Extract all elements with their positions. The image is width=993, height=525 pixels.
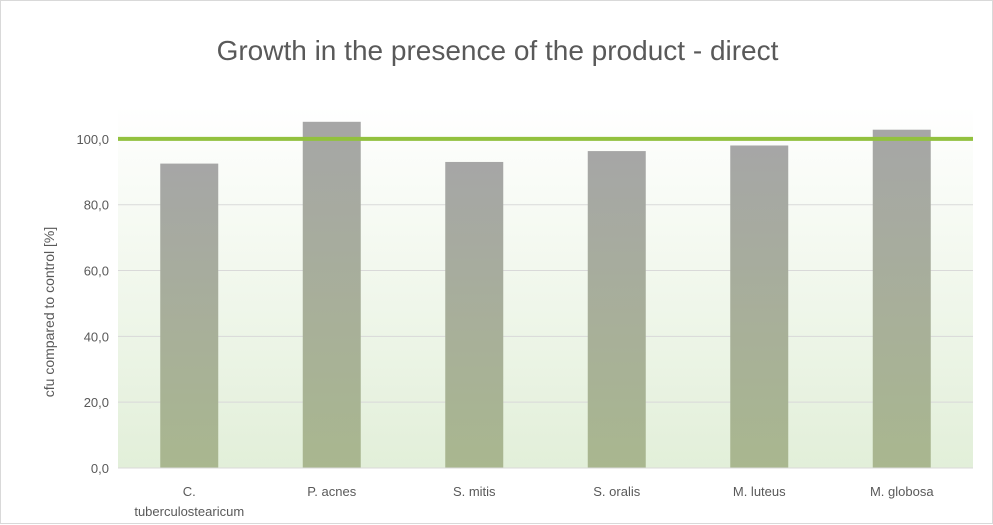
bar <box>302 121 361 469</box>
y-tick-label: 100,0 <box>76 132 109 147</box>
x-category-label: P. acnes <box>307 484 356 499</box>
y-tick-label: 0,0 <box>91 461 109 476</box>
plot-area <box>118 106 973 468</box>
y-tick-label: 80,0 <box>84 198 109 213</box>
bar <box>160 163 219 468</box>
y-tick-label: 60,0 <box>84 264 109 279</box>
bar <box>587 151 646 468</box>
bar <box>872 129 931 468</box>
x-category-label: C. tuberculostearicum <box>134 484 244 519</box>
y-tick-label: 40,0 <box>84 329 109 344</box>
chart-title: Growth in the presence of the product - … <box>216 35 779 66</box>
x-category-label: S. mitis <box>453 484 496 499</box>
y-tick-label: 20,0 <box>84 395 109 410</box>
y-axis-title: cfu compared to control [%] <box>41 227 57 397</box>
x-category-label: S. oralis <box>593 484 640 499</box>
bar <box>730 145 789 468</box>
x-category-label: M. luteus <box>733 484 786 499</box>
bar <box>445 161 504 469</box>
x-category-label: M. globosa <box>870 484 934 499</box>
